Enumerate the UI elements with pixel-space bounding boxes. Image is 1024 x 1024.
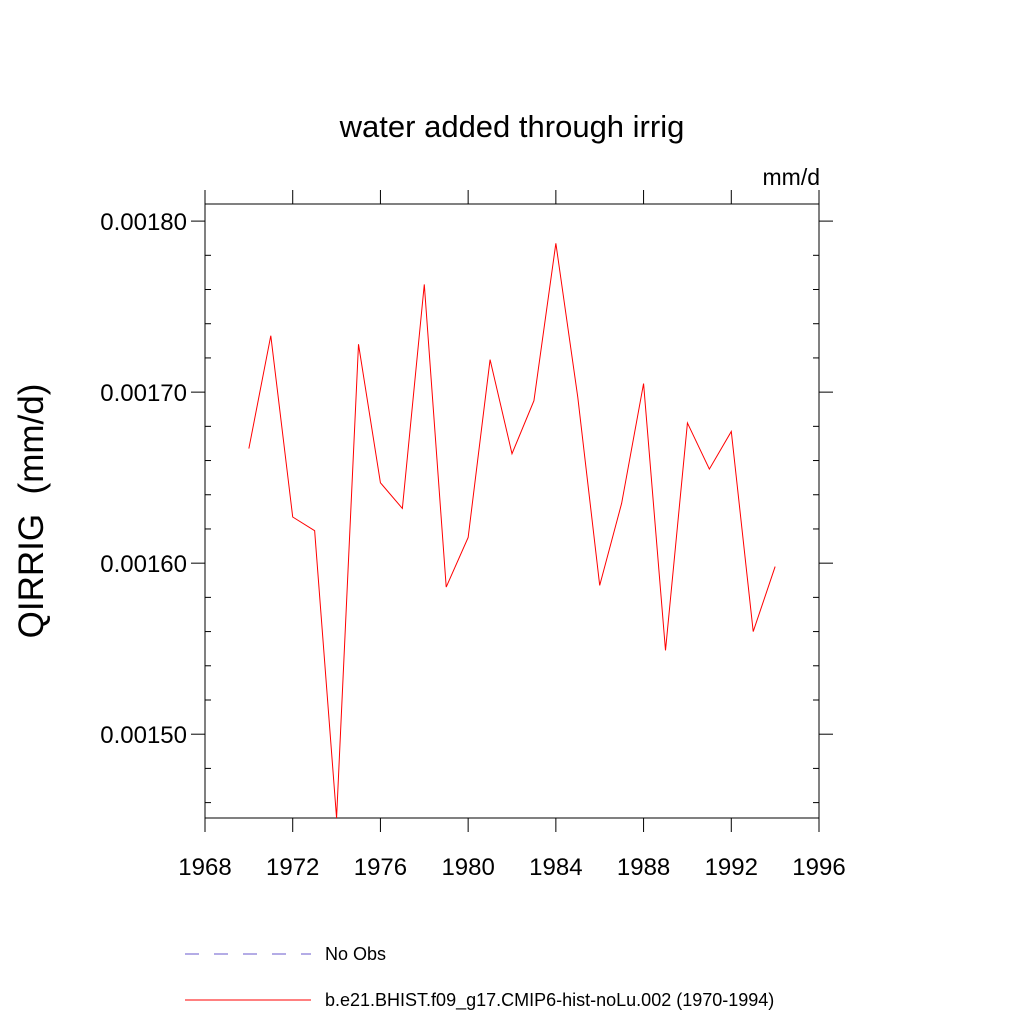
plot-frame — [204, 203, 820, 819]
x-tick-label: 1968 — [178, 854, 231, 881]
x-tick-label: 1980 — [441, 854, 494, 881]
y-tick-label: 0.00150 — [100, 722, 187, 749]
units-label: mm/d — [763, 164, 821, 190]
legend: No Obs b.e21.BHIST.f09_g17.CMIP6-hist-no… — [185, 944, 774, 1011]
y-tick-label: 0.00170 — [100, 380, 187, 407]
minor-ticks — [205, 254, 819, 804]
x-tick-label: 1988 — [617, 854, 670, 881]
chart-title: water added through irrig — [339, 109, 685, 144]
x-tick-label: 1984 — [529, 854, 582, 881]
x-tick-label: 1996 — [792, 854, 845, 881]
y-axis-ticks: 0.00150 0.00160 0.00170 0.00180 — [100, 209, 833, 749]
legend-label-series-1: b.e21.BHIST.f09_g17.CMIP6-hist-noLu.002 … — [325, 990, 774, 1011]
y-tick-label: 0.00160 — [100, 551, 187, 578]
series-line — [248, 243, 776, 819]
x-tick-label: 1972 — [266, 854, 319, 881]
y-axis-label: QIRRIG (mm/d) — [12, 384, 51, 639]
legend-label-no-obs: No Obs — [325, 944, 386, 964]
series-layer — [248, 243, 776, 819]
x-tick-label: 1992 — [705, 854, 758, 881]
x-axis-ticks: 1968 1972 1976 1980 1984 1988 1992 1996 — [178, 190, 846, 881]
x-tick-label: 1976 — [354, 854, 407, 881]
y-tick-label: 0.00180 — [100, 209, 187, 236]
